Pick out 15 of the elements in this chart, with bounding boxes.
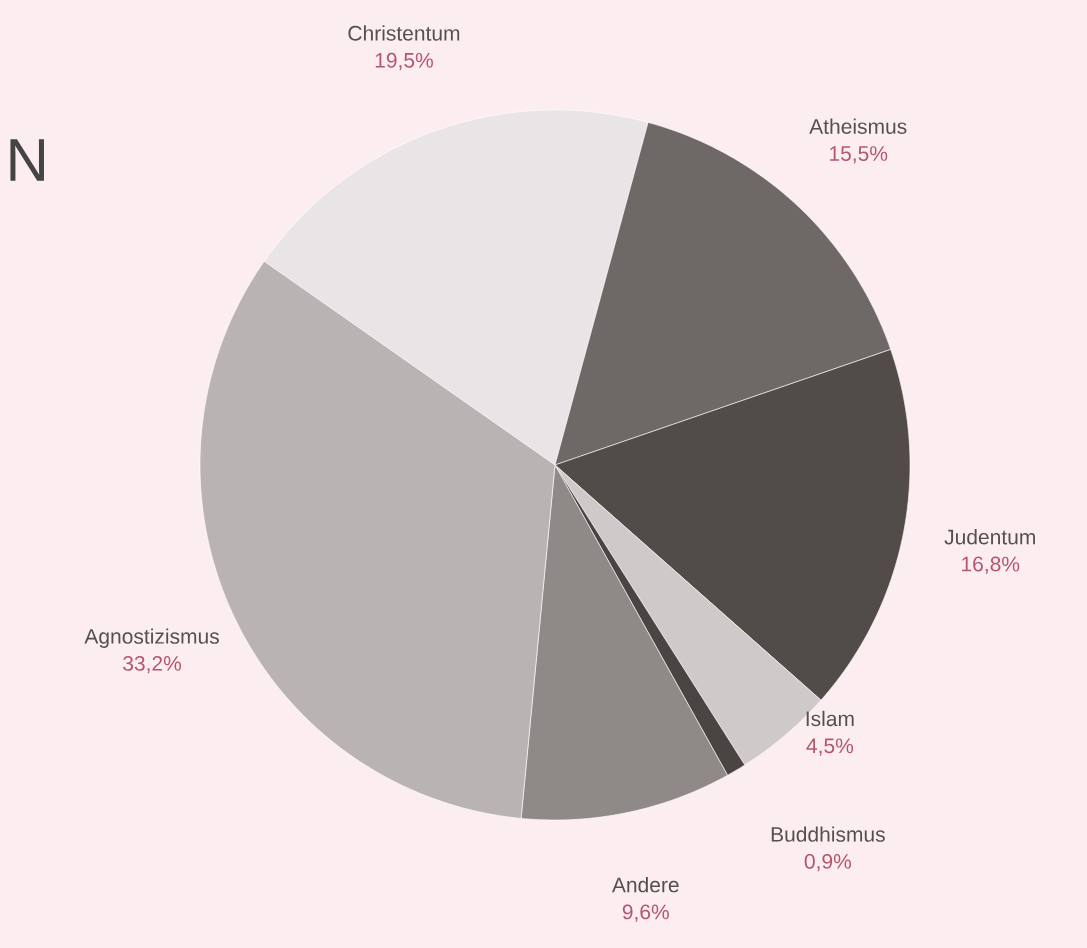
- data-label: 0,9%: [804, 853, 852, 872]
- data-label: 33,2%: [123, 655, 182, 674]
- data-label: 9,6%: [622, 904, 669, 922]
- slice-label: Buddhismus: [771, 826, 885, 842]
- data-label: 19,5%: [375, 52, 433, 71]
- slice-label: Agnostizismus: [84, 628, 219, 648]
- text: N: [10, 139, 44, 181]
- slice-label: Atheismus: [809, 118, 907, 134]
- data-label: 15,5%: [830, 146, 888, 164]
- slice-label: Judentum: [944, 529, 1035, 545]
- data-label: 4,5%: [806, 738, 854, 756]
- slice-label: Islam: [806, 710, 854, 727]
- slice-label: Andere: [611, 876, 679, 893]
- slice-label: Christentum: [348, 25, 460, 41]
- data-label: 16,8%: [962, 556, 1020, 574]
